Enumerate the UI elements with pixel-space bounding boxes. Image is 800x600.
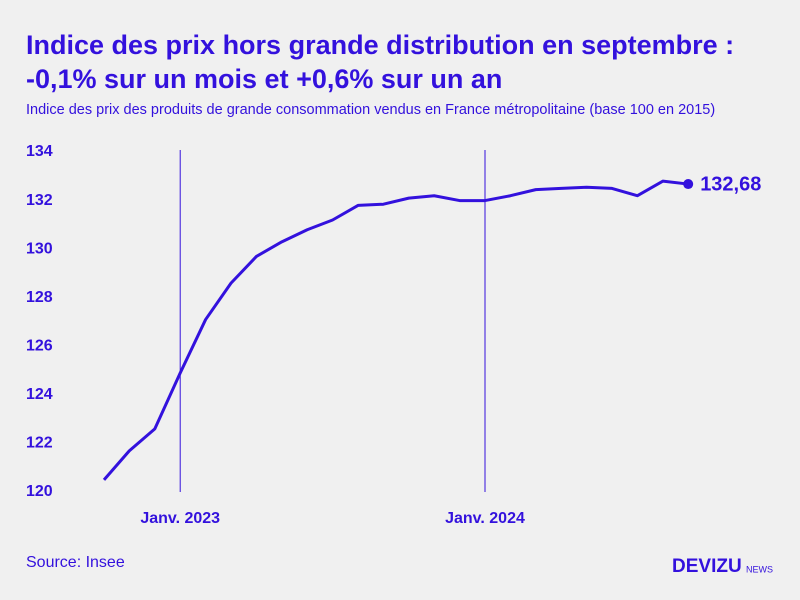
chart-title: Indice des prix hors grande distribution…	[26, 30, 735, 94]
end-point	[683, 179, 694, 190]
source: Source: Insee	[26, 554, 125, 571]
y-tick-label: 126	[26, 338, 53, 355]
line	[102, 179, 689, 481]
chart-subtitle: Indice des prix des produits de grande c…	[26, 102, 716, 118]
logo: DEVIZU	[672, 556, 742, 577]
y-tick-label: 122	[26, 435, 53, 452]
y-tick-label: 130	[26, 240, 53, 257]
y-tick-label: 134	[26, 143, 53, 160]
y-tick-label: 124	[26, 386, 53, 403]
y-tick-label: 128	[26, 289, 53, 306]
x-tick-label: Janv. 2023	[140, 510, 220, 527]
logo-suffix: NEWS	[746, 564, 773, 574]
y-tick-label: 120	[26, 483, 53, 500]
x-tick-label: Janv. 2024	[445, 510, 525, 527]
value-label: 132,68	[700, 173, 761, 195]
y-tick-label: 132	[26, 192, 53, 209]
